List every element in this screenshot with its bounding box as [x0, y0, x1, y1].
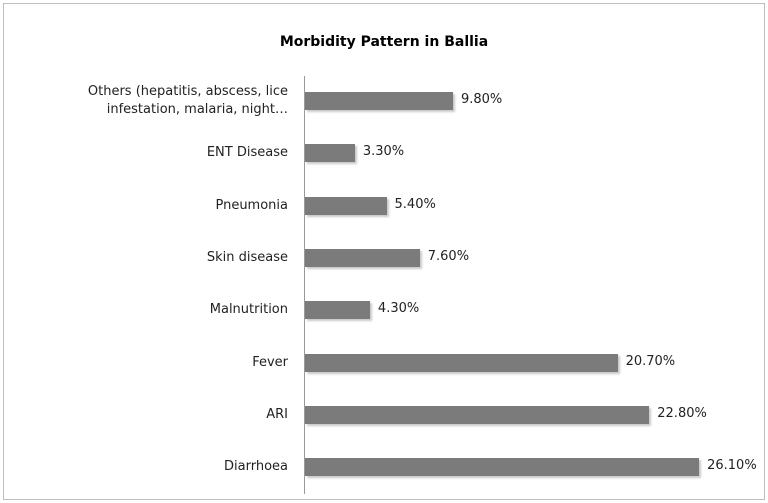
chart: Morbidity Pattern in Ballia Others (hepa… [3, 3, 765, 500]
y-tick-label: Malnutrition [209, 302, 288, 318]
data-label: 26.10% [707, 458, 757, 474]
data-label: 3.30% [362, 144, 405, 160]
y-tick-label: ARI [266, 406, 288, 422]
y-tick-label: Fever [252, 354, 288, 370]
bar [305, 405, 650, 424]
bar [305, 92, 453, 110]
data-label: 7.60% [427, 248, 470, 264]
bar [305, 301, 370, 320]
data-label: 5.40% [394, 196, 436, 212]
data-label: 4.30% [377, 301, 420, 317]
y-tick-label: Others (hepatitis, abscess, lice infesta… [87, 84, 288, 117]
y-tick-label: Skin disease [206, 249, 288, 265]
data-label: 9.80% [460, 92, 503, 107]
data-label: 20.70% [625, 353, 676, 369]
chart-title: Morbidity Pattern in Ballia [279, 34, 489, 50]
bar [305, 144, 355, 163]
y-tick-label: Pneumonia [215, 197, 288, 213]
bar [305, 353, 618, 372]
axis-line [304, 76, 305, 494]
y-tick-label: ENT Disease [206, 145, 288, 161]
bar [305, 196, 387, 215]
bar [305, 248, 420, 267]
data-label: 22.80% [657, 405, 707, 421]
bar [305, 458, 700, 477]
y-tick-label: Diarrhoea [224, 459, 288, 475]
